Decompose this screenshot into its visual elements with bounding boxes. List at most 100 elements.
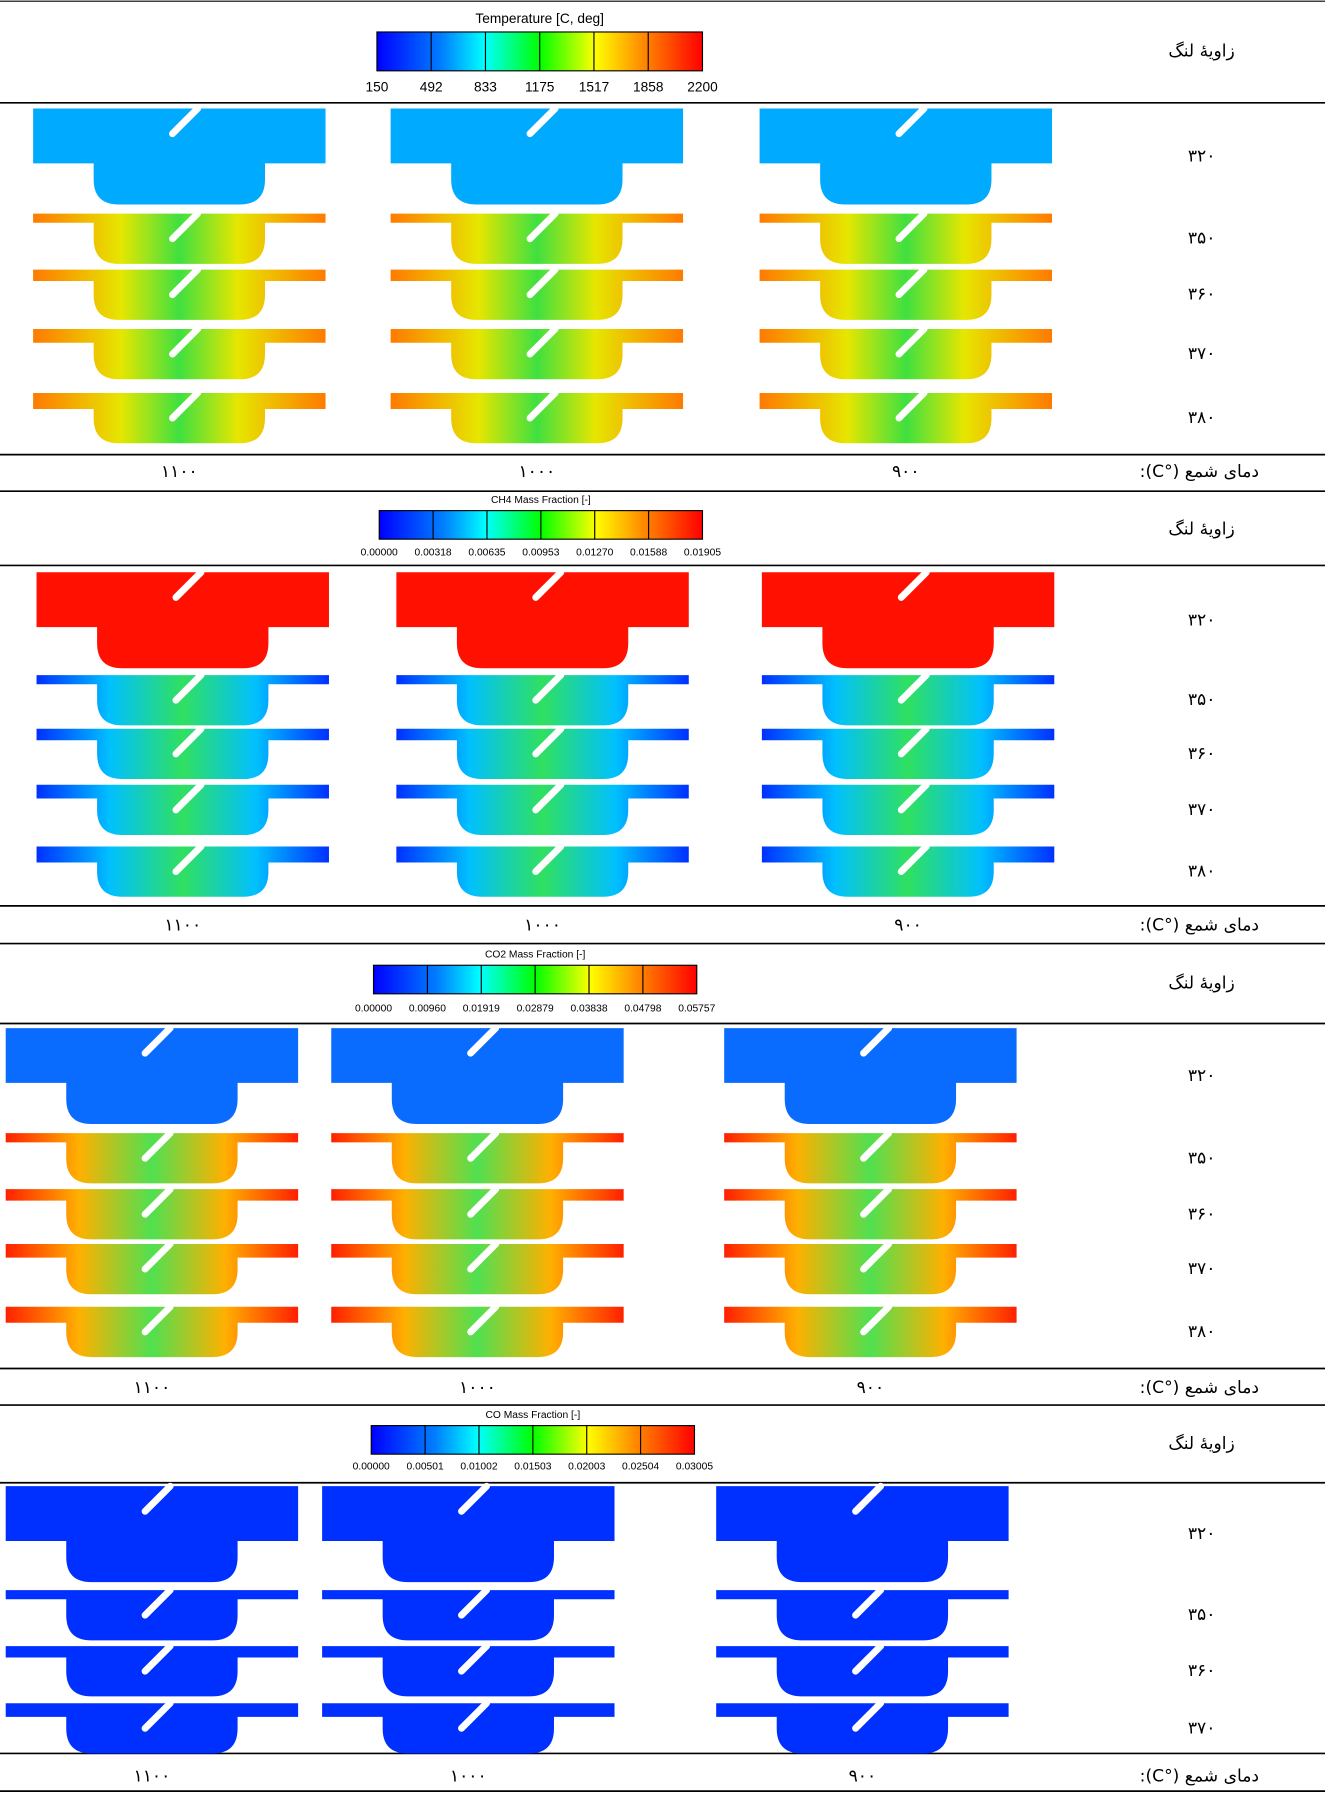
legend-tick-label: 0.02003	[568, 1461, 605, 1472]
row-label: ۳۶۰	[1188, 744, 1216, 764]
contour-plot	[762, 846, 1054, 896]
page: {"sections": [ {"legend": {"title": "Tem…	[0, 0, 1325, 1798]
contour-plot	[391, 329, 683, 379]
row-label: ۳۷۰	[1188, 344, 1216, 364]
contour-plot	[33, 214, 325, 264]
column-label: ۱۰۰۰	[450, 1766, 487, 1786]
contour-plot	[6, 1189, 298, 1239]
contour-plot	[760, 214, 1052, 264]
contour-plot	[322, 1703, 614, 1753]
contour-plot	[6, 1133, 298, 1183]
row-label: ۳۲۰	[1188, 1066, 1216, 1086]
legend-tick-label: 0.04798	[624, 1003, 661, 1014]
legend-tick-label: 0.00318	[415, 548, 452, 559]
contour-plot	[6, 1646, 298, 1696]
footer-label: دمای شمع (°C):	[1140, 462, 1259, 482]
row-label: ۳۷۰	[1188, 1259, 1216, 1279]
legend-tick-label: 1175	[525, 80, 555, 95]
row-label: ۳۶۰	[1188, 1204, 1216, 1224]
legend-tick-label: 0.01905	[684, 548, 721, 559]
contour-plot	[762, 675, 1054, 725]
legend-tick-label: 150	[366, 80, 389, 95]
contour-plot	[724, 1189, 1016, 1239]
contour-plot	[331, 1307, 623, 1357]
legend-tick-label: 0.00501	[407, 1461, 444, 1472]
contour-plot	[762, 785, 1054, 835]
legend-tick-label: 0.00635	[468, 548, 505, 559]
contour-plot	[37, 785, 329, 835]
contour-plot	[331, 1244, 623, 1294]
legend-tick-label: 1517	[579, 80, 609, 95]
angle-header: زاویهٔ لنگ	[1168, 518, 1234, 539]
legend-tick-label: 0.05757	[678, 1003, 715, 1014]
row-label: ۳۶۰	[1188, 1661, 1216, 1681]
legend-tick-label: 492	[420, 80, 443, 95]
legend-tick-label: 0.00953	[522, 548, 559, 559]
row-label: ۳۸۰	[1188, 1322, 1216, 1342]
contour-plot	[391, 270, 683, 320]
contour-plot	[760, 393, 1052, 443]
contour-plot	[760, 270, 1052, 320]
contour-plot	[33, 393, 325, 443]
legend-title: CO2 Mass Fraction [-]	[485, 950, 586, 961]
column-label: ۱۱۰۰	[161, 462, 198, 482]
footer-label: دمای شمع (°C):	[1140, 1766, 1259, 1786]
legend-title: CO Mass Fraction [-]	[486, 1410, 581, 1421]
column-label: ۱۱۰۰	[134, 1378, 171, 1398]
contour-plot	[396, 675, 688, 725]
contour-plot	[760, 329, 1052, 379]
row-label: ۳۲۰	[1188, 1524, 1216, 1544]
legend-tick-label: 0.01919	[463, 1003, 500, 1014]
legend-title: CH4 Mass Fraction [-]	[491, 495, 591, 506]
row-label: ۳۵۰	[1188, 690, 1216, 710]
column-label: ۹۰۰	[894, 915, 922, 935]
column-label: ۱۰۰۰	[524, 915, 561, 935]
contour-plot	[37, 729, 329, 779]
row-label: ۳۸۰	[1188, 862, 1216, 882]
figure: Temperature [C, deg]15049283311751517185…	[0, 0, 1325, 1798]
contour-plot	[322, 1646, 614, 1696]
legend-tick-label: 0.01270	[576, 548, 613, 559]
contour-plot	[391, 393, 683, 443]
contour-plot	[762, 729, 1054, 779]
legend-tick-label: 1858	[633, 80, 664, 95]
contour-plot	[33, 270, 325, 320]
contour-plot	[37, 675, 329, 725]
legend-tick-label: 0.00960	[409, 1003, 446, 1014]
legend-tick-label: 0.03838	[570, 1003, 607, 1014]
angle-header: زاویهٔ لنگ	[1168, 973, 1234, 994]
contour-plot	[716, 1646, 1008, 1696]
contour-plot	[6, 1307, 298, 1357]
row-label: ۳۵۰	[1188, 1148, 1216, 1168]
row-label: ۳۸۰	[1188, 408, 1216, 428]
contour-plot	[724, 1307, 1016, 1357]
contour-plot	[396, 785, 688, 835]
row-label: ۳۲۰	[1188, 610, 1216, 630]
row-label: ۳۶۰	[1188, 285, 1216, 305]
legend-tick-label: 0.00000	[353, 1461, 390, 1472]
contour-plot	[391, 214, 683, 264]
row-label: ۳۵۰	[1188, 229, 1216, 249]
contour-plot	[716, 1590, 1008, 1640]
contour-plot	[716, 1703, 1008, 1753]
contour-plot	[322, 1590, 614, 1640]
contour-plot	[331, 1133, 623, 1183]
contour-plot	[37, 846, 329, 896]
legend-tick-label: 0.01588	[630, 548, 667, 559]
contour-plot	[331, 1189, 623, 1239]
column-label: ۹۰۰	[857, 1378, 885, 1398]
contour-plot	[396, 729, 688, 779]
column-label: ۱۰۰۰	[518, 462, 555, 482]
column-label: ۹۰۰	[849, 1766, 877, 1786]
column-label: ۱۱۰۰	[134, 1766, 171, 1786]
footer-label: دمای شمع (°C):	[1140, 1378, 1259, 1398]
angle-header: زاویهٔ لنگ	[1168, 1433, 1234, 1454]
contour-plot	[6, 1244, 298, 1294]
legend-tick-label: 833	[474, 80, 497, 95]
legend-tick-label: 0.00000	[355, 1003, 392, 1014]
contour-plot	[6, 1703, 298, 1753]
contour-plot	[6, 1590, 298, 1640]
row-label: ۳۷۰	[1188, 1718, 1216, 1738]
legend-tick-label: 2200	[687, 80, 718, 95]
legend-tick-label: 0.03005	[676, 1461, 713, 1472]
